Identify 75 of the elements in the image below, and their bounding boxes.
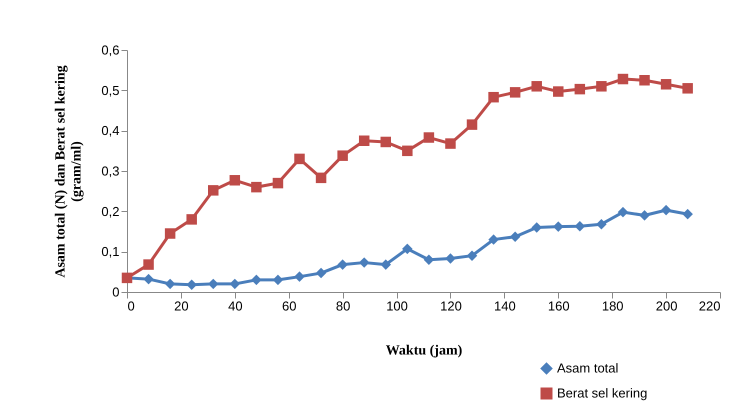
point bbox=[553, 221, 564, 232]
point bbox=[164, 228, 176, 239]
x-tick-label: 20 bbox=[174, 298, 189, 314]
point bbox=[424, 132, 434, 143]
y-tick-label: 0,3 bbox=[101, 164, 120, 178]
point bbox=[230, 278, 240, 290]
y-tick-label: 0,1 bbox=[101, 244, 120, 260]
point bbox=[466, 250, 478, 261]
x-tick-label: 80 bbox=[336, 298, 350, 314]
point bbox=[510, 232, 520, 242]
point bbox=[143, 259, 154, 270]
point bbox=[251, 182, 262, 192]
point bbox=[294, 154, 305, 164]
legend-label: Asam total bbox=[557, 360, 619, 376]
point bbox=[618, 74, 628, 84]
point bbox=[531, 222, 542, 233]
x-tick-label: 160 bbox=[548, 298, 570, 314]
y-tick-label: 0,2 bbox=[101, 204, 120, 219]
point bbox=[337, 259, 348, 270]
x-tick-label: 60 bbox=[282, 298, 296, 314]
point bbox=[272, 274, 284, 286]
point bbox=[186, 214, 197, 225]
point bbox=[660, 204, 672, 216]
point bbox=[208, 278, 218, 290]
point bbox=[380, 136, 392, 148]
y-axis-title: Asam total (N) dan Berat sel kering (gram/ml) bbox=[53, 65, 84, 278]
x-tick-label: 0 bbox=[128, 298, 135, 314]
point bbox=[186, 279, 197, 290]
point bbox=[596, 81, 607, 92]
y-tick-label: 0,6 bbox=[101, 42, 120, 58]
point bbox=[682, 83, 693, 94]
point bbox=[445, 138, 456, 149]
point bbox=[639, 75, 650, 86]
point bbox=[230, 175, 240, 186]
x-tick-label: 120 bbox=[440, 298, 462, 314]
point bbox=[488, 234, 499, 245]
x-tick-label: 200 bbox=[656, 298, 678, 314]
point bbox=[618, 206, 628, 218]
x-tick-label: 40 bbox=[228, 298, 243, 314]
y-tick-label: 0 bbox=[112, 284, 120, 300]
point bbox=[316, 268, 326, 278]
point bbox=[445, 253, 456, 264]
point bbox=[337, 150, 348, 161]
point bbox=[272, 178, 284, 188]
point bbox=[294, 271, 305, 282]
x-tick-label: 180 bbox=[602, 298, 624, 314]
x-tick-label: 100 bbox=[386, 298, 408, 314]
point bbox=[358, 257, 370, 268]
point bbox=[682, 208, 693, 220]
point bbox=[358, 136, 370, 146]
point bbox=[164, 278, 176, 290]
point bbox=[466, 119, 478, 130]
y-tick-label: 0,5 bbox=[101, 82, 120, 98]
point bbox=[639, 210, 650, 221]
point bbox=[553, 86, 564, 97]
point bbox=[510, 87, 520, 98]
point bbox=[424, 254, 434, 265]
legend-label: Berat sel kering bbox=[557, 386, 648, 400]
point bbox=[208, 185, 218, 196]
y-tick-label: 0,4 bbox=[101, 123, 120, 138]
point bbox=[316, 172, 326, 184]
point bbox=[402, 146, 413, 156]
point bbox=[251, 274, 262, 286]
point bbox=[574, 221, 586, 232]
x-axis-title: Waktu (jam) bbox=[386, 344, 463, 358]
point bbox=[531, 81, 542, 92]
x-tick-label: 220 bbox=[698, 298, 720, 314]
point bbox=[660, 79, 672, 90]
point bbox=[574, 84, 586, 94]
point bbox=[380, 259, 392, 270]
point bbox=[488, 92, 499, 102]
point bbox=[596, 218, 607, 230]
point bbox=[402, 244, 413, 254]
point bbox=[143, 274, 154, 284]
x-tick-label: 140 bbox=[494, 298, 516, 314]
